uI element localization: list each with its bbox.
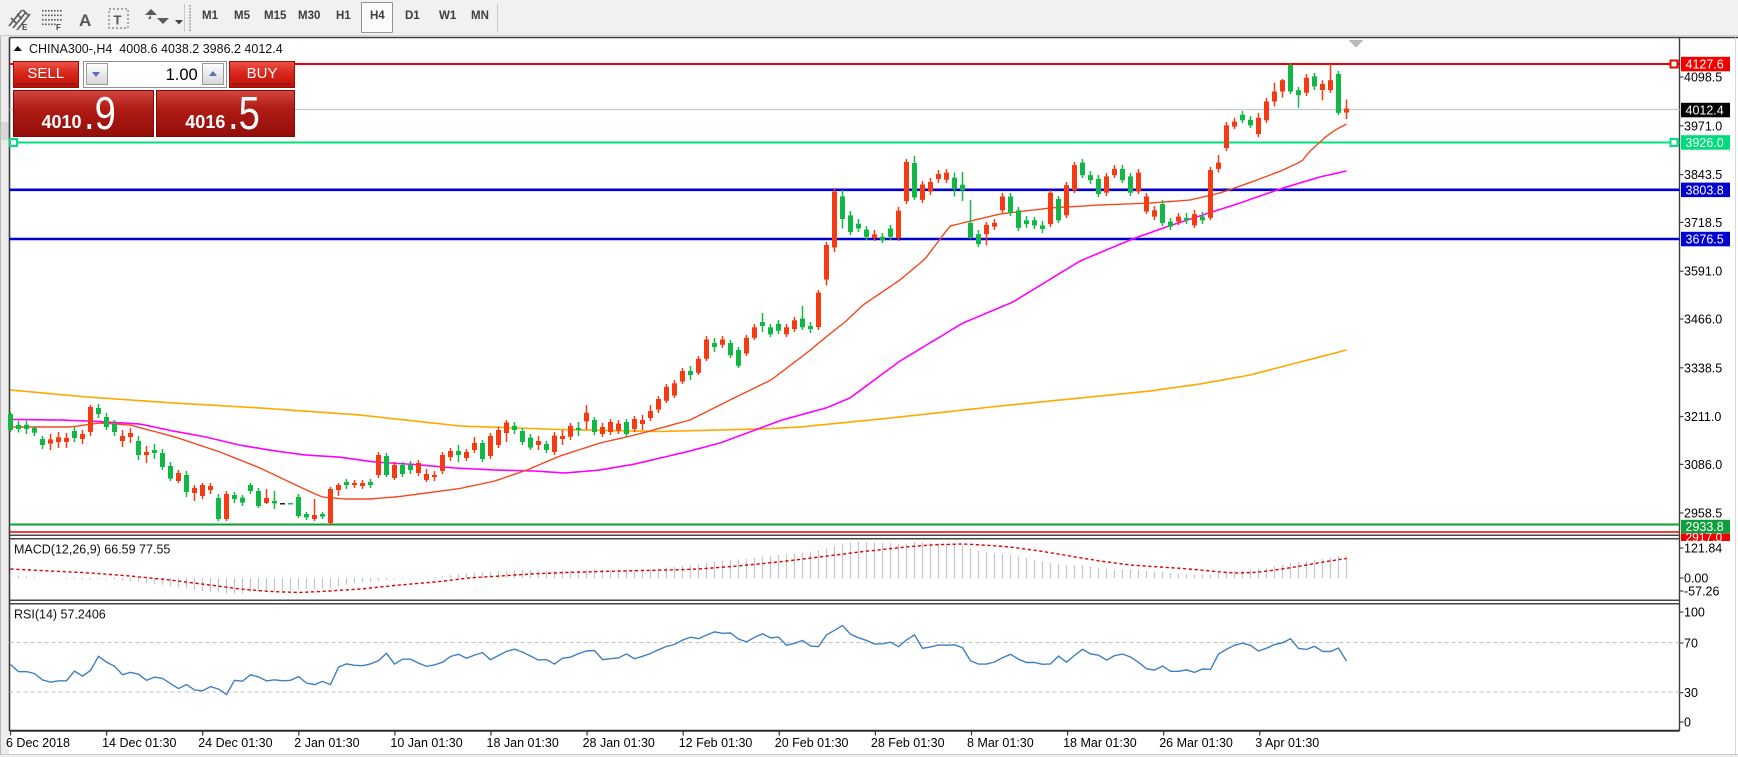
svg-text:0.00: 0.00 (1684, 572, 1708, 586)
svg-text:4012.4: 4012.4 (1686, 104, 1724, 118)
svg-text:12 Feb 01:30: 12 Feb 01:30 (679, 736, 753, 750)
svg-text:30: 30 (1684, 686, 1698, 700)
svg-text:CHINA300-,H4 4008.6 4038.2 39: CHINA300-,H4 4008.6 4038.2 3986.2 4012.4 (29, 42, 283, 56)
svg-text:3803.8: 3803.8 (1686, 183, 1724, 197)
svg-text:3676.5: 3676.5 (1686, 233, 1724, 247)
svg-text:18 Jan 01:30: 18 Jan 01:30 (487, 736, 559, 750)
svg-text:10 Jan 01:30: 10 Jan 01:30 (390, 736, 462, 750)
svg-text:MACD(12,26,9) 66.59 77.55: MACD(12,26,9) 66.59 77.55 (14, 543, 170, 557)
svg-text:3718.5: 3718.5 (1684, 216, 1722, 230)
svg-text:-57.26: -57.26 (1684, 585, 1719, 599)
svg-text:3466.0: 3466.0 (1684, 313, 1722, 327)
svg-text:3971.0: 3971.0 (1684, 119, 1722, 133)
svg-text:3843.5: 3843.5 (1684, 168, 1722, 182)
svg-text:121.84: 121.84 (1684, 542, 1722, 556)
svg-text:6 Dec 2018: 6 Dec 2018 (6, 736, 70, 750)
svg-text:2 Jan 01:30: 2 Jan 01:30 (294, 736, 359, 750)
svg-text:T: T (114, 13, 122, 28)
svg-text:20 Feb 01:30: 20 Feb 01:30 (775, 736, 849, 750)
svg-text:2958.5: 2958.5 (1684, 507, 1722, 521)
svg-text:28 Jan 01:30: 28 Jan 01:30 (583, 736, 655, 750)
svg-text:3591.0: 3591.0 (1684, 265, 1722, 279)
svg-text:3926.0: 3926.0 (1686, 136, 1724, 150)
svg-text:8 Mar 01:30: 8 Mar 01:30 (967, 736, 1034, 750)
svg-text:28 Feb 01:30: 28 Feb 01:30 (871, 736, 945, 750)
svg-text:14 Dec 01:30: 14 Dec 01:30 (102, 736, 176, 750)
svg-text:2933.8: 2933.8 (1686, 520, 1724, 534)
svg-text:3338.5: 3338.5 (1684, 361, 1722, 375)
svg-text:100: 100 (1684, 606, 1705, 620)
svg-text:F: F (56, 23, 61, 32)
svg-text:3211.0: 3211.0 (1684, 410, 1721, 424)
svg-text:RSI(14) 57.2406: RSI(14) 57.2406 (14, 608, 106, 622)
svg-text:0: 0 (1684, 716, 1691, 730)
svg-text:A: A (79, 11, 91, 30)
svg-text:2917.0: 2917.0 (1686, 531, 1723, 545)
svg-text:3086.0: 3086.0 (1684, 458, 1722, 472)
svg-text:E: E (22, 23, 28, 32)
svg-text:26 Mar 01:30: 26 Mar 01:30 (1159, 736, 1233, 750)
svg-text:4127.6: 4127.6 (1686, 58, 1724, 72)
svg-text:18 Mar 01:30: 18 Mar 01:30 (1063, 736, 1137, 750)
svg-text:4098.5: 4098.5 (1684, 71, 1722, 85)
svg-text:24 Dec 01:30: 24 Dec 01:30 (198, 736, 272, 750)
svg-text:70: 70 (1684, 637, 1698, 651)
svg-text:3 Apr 01:30: 3 Apr 01:30 (1255, 736, 1319, 750)
